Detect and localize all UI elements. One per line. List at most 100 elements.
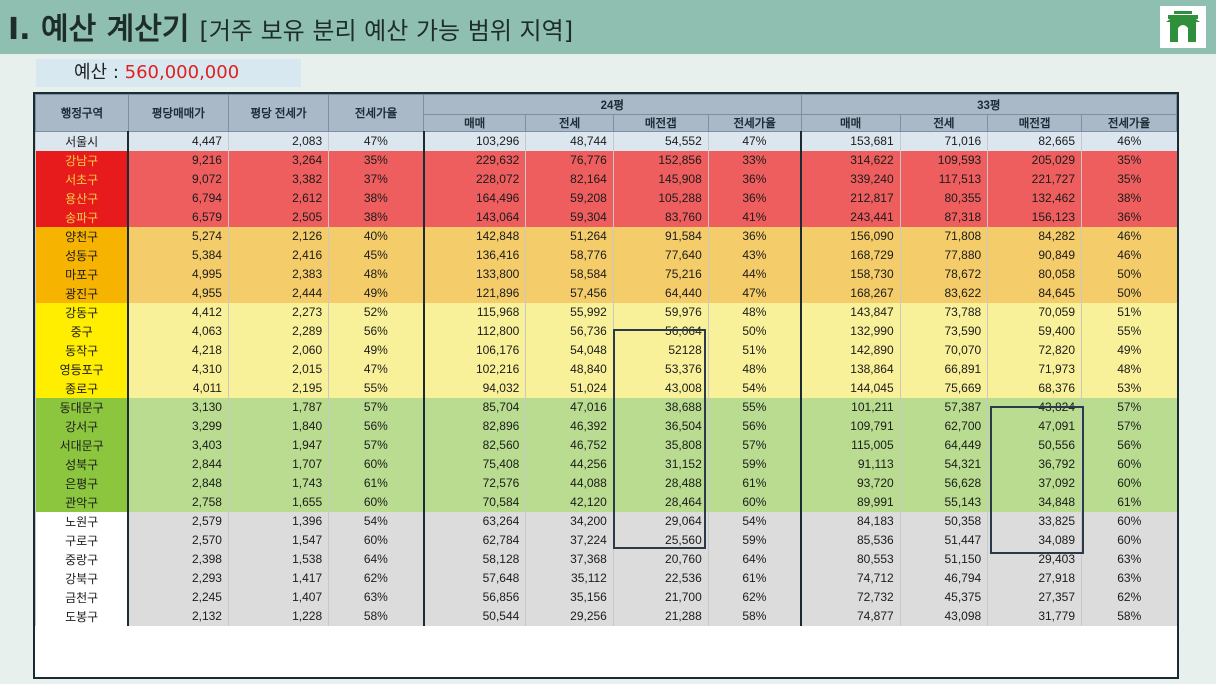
cell-ratio-33: 46% bbox=[1081, 245, 1177, 265]
cell-jeonse-per-pyeong: 2,612 bbox=[227, 188, 329, 208]
cell-sale-per-pyeong: 2,293 bbox=[127, 568, 229, 588]
cell-sale-33: 91,113 bbox=[800, 454, 901, 474]
cell-jeonse-24: 55,992 bbox=[525, 302, 614, 322]
cell-region: 강북구 bbox=[35, 568, 130, 588]
cell-region: 서초구 bbox=[35, 169, 130, 189]
cell-ratio-24: 47% bbox=[707, 131, 803, 151]
cell-jeonse-ratio: 56% bbox=[328, 416, 425, 436]
cell-jeonse-33: 62,700 bbox=[899, 416, 988, 436]
cell-sale-24: 133,800 bbox=[423, 264, 526, 284]
cell-gap-24: 59,976 bbox=[612, 302, 709, 322]
cell-jeonse-24: 42,120 bbox=[525, 492, 614, 512]
cell-gap-33: 34,848 bbox=[987, 492, 1082, 512]
table-row: 양천구 5,274 2,126 40% 142,848 51,264 91,584 36% 15… bbox=[35, 226, 1177, 246]
cell-ratio-33: 63% bbox=[1081, 568, 1177, 588]
cell-sale-33: 153,681 bbox=[800, 131, 901, 151]
cell-sale-33: 142,890 bbox=[800, 340, 901, 360]
cell-jeonse-per-pyeong: 2,289 bbox=[227, 321, 329, 341]
cell-jeonse-per-pyeong: 2,444 bbox=[227, 283, 329, 303]
cell-jeonse-per-pyeong: 2,126 bbox=[227, 226, 329, 246]
cell-region: 용산구 bbox=[35, 188, 130, 208]
cell-jeonse-24: 46,392 bbox=[525, 416, 614, 436]
cell-sale-33: 143,847 bbox=[800, 302, 901, 322]
cell-region: 송파구 bbox=[35, 207, 130, 227]
cell-jeonse-33: 54,321 bbox=[899, 454, 988, 474]
sub-header-ratio-33: 전세가율 bbox=[1081, 114, 1177, 132]
cell-jeonse-per-pyeong: 3,264 bbox=[227, 150, 329, 170]
cell-jeonse-ratio: 58% bbox=[328, 606, 425, 626]
cell-jeonse-33: 71,016 bbox=[899, 131, 988, 151]
cell-sale-per-pyeong: 4,955 bbox=[127, 283, 229, 303]
cell-jeonse-33: 55,143 bbox=[899, 492, 988, 512]
col-region-header: 행정구역 bbox=[35, 94, 129, 132]
group-24-header: 24평 bbox=[423, 94, 802, 115]
cell-ratio-33: 38% bbox=[1081, 188, 1177, 208]
cell-jeonse-33: 109,593 bbox=[899, 150, 988, 170]
table-row: 서초구 9,072 3,382 37% 228,072 82,164 145,908 36% 3… bbox=[35, 169, 1177, 189]
cell-gap-33: 36,792 bbox=[987, 454, 1082, 474]
cell-sale-per-pyeong: 4,447 bbox=[127, 131, 229, 151]
cell-jeonse-per-pyeong: 1,547 bbox=[227, 530, 329, 550]
cell-sale-per-pyeong: 2,848 bbox=[127, 473, 229, 493]
cell-gap-24: 43,008 bbox=[612, 378, 709, 398]
table-row: 성북구 2,844 1,707 60% 75,408 44,256 31,152 59% 91,… bbox=[35, 454, 1177, 474]
cell-jeonse-per-pyeong: 2,273 bbox=[227, 302, 329, 322]
cell-gap-24: 91,584 bbox=[612, 226, 709, 246]
cell-jeonse-24: 44,088 bbox=[525, 473, 614, 493]
cell-ratio-33: 53% bbox=[1081, 378, 1177, 398]
cell-region: 영등포구 bbox=[35, 359, 130, 379]
cell-sale-33: 93,720 bbox=[800, 473, 901, 493]
table-row: 도봉구 2,132 1,228 58% 50,544 29,256 21,288 58% 74,… bbox=[35, 606, 1177, 626]
cell-sale-per-pyeong: 2,570 bbox=[127, 530, 229, 550]
cell-jeonse-24: 35,156 bbox=[525, 587, 614, 607]
cell-gap-33: 132,462 bbox=[987, 188, 1082, 208]
cell-sale-33: 138,864 bbox=[800, 359, 901, 379]
cell-gap-33: 80,058 bbox=[987, 264, 1082, 284]
cell-jeonse-33: 51,447 bbox=[899, 530, 988, 550]
cell-ratio-33: 56% bbox=[1081, 435, 1177, 455]
cell-region: 중랑구 bbox=[35, 549, 130, 569]
cell-region: 도봉구 bbox=[35, 606, 130, 626]
cell-sale-33: 243,441 bbox=[800, 207, 901, 227]
cell-ratio-33: 60% bbox=[1081, 511, 1177, 531]
cell-gap-24: 22,536 bbox=[612, 568, 709, 588]
cell-gap-33: 70,059 bbox=[987, 302, 1082, 322]
cell-sale-24: 115,968 bbox=[423, 302, 526, 322]
table-row: 광진구 4,955 2,444 49% 121,896 57,456 64,440 47% 16… bbox=[35, 283, 1177, 303]
cell-ratio-33: 62% bbox=[1081, 587, 1177, 607]
cell-jeonse-per-pyeong: 2,015 bbox=[227, 359, 329, 379]
cell-region: 강서구 bbox=[35, 416, 130, 436]
cell-gap-24: 25,560 bbox=[612, 530, 709, 550]
cell-gap-33: 72,820 bbox=[987, 340, 1082, 360]
cell-sale-24: 63,264 bbox=[423, 511, 526, 531]
table-row: 동작구 4,218 2,060 49% 106,176 54,048 52128 51% 142… bbox=[35, 340, 1177, 360]
cell-gap-24: 54,552 bbox=[612, 131, 709, 151]
cell-jeonse-ratio: 38% bbox=[328, 188, 425, 208]
cell-sale-24: 58,128 bbox=[423, 549, 526, 569]
cell-sale-24: 106,176 bbox=[423, 340, 526, 360]
cell-sale-24: 70,584 bbox=[423, 492, 526, 512]
cell-jeonse-per-pyeong: 1,707 bbox=[227, 454, 329, 474]
cell-ratio-33: 61% bbox=[1081, 492, 1177, 512]
sub-header-sale-33: 매매 bbox=[800, 114, 901, 132]
cell-gap-24: 28,464 bbox=[612, 492, 709, 512]
cell-sale-33: 74,712 bbox=[800, 568, 901, 588]
cell-ratio-24: 33% bbox=[707, 150, 803, 170]
cell-jeonse-24: 47,016 bbox=[525, 397, 614, 417]
cell-jeonse-24: 58,584 bbox=[525, 264, 614, 284]
cell-jeonse-33: 73,590 bbox=[899, 321, 988, 341]
table-row: 송파구 6,579 2,505 38% 143,064 59,304 83,760 41% 24… bbox=[35, 207, 1177, 227]
cell-ratio-33: 60% bbox=[1081, 530, 1177, 550]
cell-jeonse-ratio: 57% bbox=[328, 397, 425, 417]
cell-jeonse-per-pyeong: 2,060 bbox=[227, 340, 329, 360]
cell-jeonse-ratio: 49% bbox=[328, 340, 425, 360]
cell-gap-33: 50,556 bbox=[987, 435, 1082, 455]
table-row: 강남구 9,216 3,264 35% 229,632 76,776 152,856 33% 3… bbox=[35, 150, 1177, 170]
cell-gap-24: 75,216 bbox=[612, 264, 709, 284]
cell-jeonse-ratio: 48% bbox=[328, 264, 425, 284]
cell-jeonse-ratio: 63% bbox=[328, 587, 425, 607]
cell-gap-24: 21,700 bbox=[612, 587, 709, 607]
cell-gap-33: 47,091 bbox=[987, 416, 1082, 436]
cell-gap-33: 29,403 bbox=[987, 549, 1082, 569]
cell-ratio-33: 35% bbox=[1081, 150, 1177, 170]
